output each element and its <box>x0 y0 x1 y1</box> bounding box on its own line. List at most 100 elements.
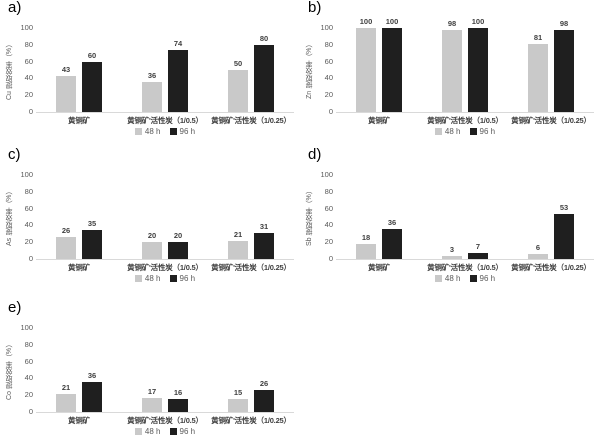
y-axis: 0 20 40 60 80 100 <box>16 324 36 416</box>
bar-value-label: 20 <box>173 231 183 241</box>
category-label: 黄铜矿 <box>68 416 90 425</box>
bar-48h: 50 <box>228 60 248 112</box>
bar-48h: 17 <box>142 387 162 412</box>
category-axis: 黄铜矿 黄铜矿'活性炭（1/0.5） 黄铜矿'活性炭（1/0.25） <box>36 415 294 426</box>
bar-96h: 36 <box>82 371 102 412</box>
legend-label: 96 h <box>479 274 496 283</box>
legend-item: 96 h <box>169 274 195 283</box>
legend-item: 48 h <box>134 274 161 283</box>
category-label: 黄铜矿 <box>368 116 390 125</box>
legend-swatch-icon <box>169 428 177 435</box>
y-axis-title: Co 提取效率（%） <box>6 340 13 400</box>
bar-value-label: 3 <box>449 245 455 255</box>
legend-swatch-icon <box>169 128 177 135</box>
bar-96h: 35 <box>82 219 102 259</box>
legend: 48 h 96 h <box>36 427 294 436</box>
bar-96h: 16 <box>168 388 188 412</box>
category-label: 黄铜矿 <box>368 263 390 272</box>
panel-letter: b) <box>308 0 322 16</box>
panel-letter: e) <box>8 299 22 316</box>
bar-96h: 53 <box>554 204 574 259</box>
bar-value-label: 74 <box>173 38 183 48</box>
plot-row: Cu 提取效率（%） 0 20 40 60 80 100 43 60 36 74 50 80 <box>4 24 294 116</box>
y-axis-tick-label: 80 <box>24 339 33 349</box>
bar-value-label: 98 <box>559 18 569 28</box>
bar-value-label: 60 <box>87 50 97 60</box>
y-axis-tick-label: 0 <box>328 254 333 263</box>
y-axis-tick-label: 80 <box>324 186 333 196</box>
bar-group: 21 36 <box>36 328 122 412</box>
bar-value-label: 36 <box>387 217 397 227</box>
y-axis-tick-label: 60 <box>324 203 333 213</box>
legend: 48 h 96 h <box>336 127 594 136</box>
bar-96h: 100 <box>468 18 488 112</box>
bar-48h: 36 <box>142 71 162 112</box>
bar-value-label: 100 <box>359 17 373 26</box>
plot-row: Sb 提取效率（%） 0 20 40 60 80 100 18 36 3 7 6 53 <box>304 171 594 263</box>
legend-label: 48 h <box>444 127 461 136</box>
bar-96h: 100 <box>382 18 402 112</box>
y-axis-tick-label: 20 <box>24 90 33 100</box>
legend-item: 96 h <box>169 127 195 136</box>
legend-swatch-icon <box>134 275 142 282</box>
bar-value-label: 98 <box>447 18 457 28</box>
bar-value-label: 21 <box>61 383 71 393</box>
legend-label: 96 h <box>479 127 496 136</box>
y-axis-tick-label: 80 <box>324 39 333 49</box>
panel-letter: d) <box>308 146 322 163</box>
bar-96h: 7 <box>468 243 488 259</box>
legend-item: 48 h <box>134 127 161 136</box>
legend: 48 h 96 h <box>336 274 594 283</box>
bar-48h: 26 <box>56 227 76 259</box>
category-axis: 黄铜矿 黄铜矿'活性炭（1/0.5） 黄铜矿'活性炭（1/0.25） <box>336 262 594 273</box>
y-axis-title: Zn 提取效率（%） <box>306 40 313 100</box>
y-axis-tick-label: 60 <box>24 56 33 66</box>
category-label: 黄铜矿'活性炭（1/0.25） <box>511 116 591 125</box>
bar-group: 36 74 <box>122 28 208 112</box>
bar-value-label: 36 <box>147 70 157 80</box>
bar-96h: 60 <box>82 51 102 112</box>
bar-group: 20 20 <box>122 175 208 259</box>
bar-value-label: 80 <box>259 33 269 43</box>
y-axis-tick-label: 80 <box>24 39 33 49</box>
legend-swatch-icon <box>134 128 142 135</box>
chart-panel: b) Zn 提取效率（%） 0 20 40 60 80 100 100 100 98 100 81 98 黄… <box>300 0 600 147</box>
y-axis-tick-label: 100 <box>20 170 33 179</box>
bar-group: 21 31 <box>208 175 294 259</box>
bar-group: 81 98 <box>508 19 594 112</box>
y-axis-tick-label: 100 <box>320 170 333 179</box>
category-label: 黄铜矿'活性炭（1/0.5） <box>427 263 503 272</box>
bar-96h: 31 <box>254 222 274 259</box>
bar-value-label: 36 <box>87 370 97 380</box>
bar-96h: 26 <box>254 380 274 412</box>
bar-value-label: 53 <box>559 203 569 213</box>
category-label: 黄铜矿'活性炭（1/0.25） <box>211 416 291 425</box>
panel-letter: a) <box>8 0 22 16</box>
category-label: 黄铜矿'活性炭（1/0.5） <box>127 416 203 425</box>
y-axis: 0 20 40 60 80 100 <box>16 171 36 263</box>
y-axis-title: As 提取效率（%） <box>6 187 13 247</box>
bar-value-label: 100 <box>471 17 485 26</box>
plot-area: 100 100 98 100 81 98 <box>336 18 594 113</box>
category-label: 黄铜矿 <box>68 263 90 272</box>
legend-swatch-icon <box>434 128 442 135</box>
category-label: 黄铜矿'活性炭（1/0.25） <box>211 116 291 125</box>
bar-value-label: 6 <box>535 242 541 252</box>
bar-96h: 74 <box>168 39 188 112</box>
bar-group: 100 100 <box>336 18 422 112</box>
plot-row: Zn 提取效率（%） 0 20 40 60 80 100 100 100 98 100 81 98 <box>304 18 594 116</box>
bar-value-label: 21 <box>233 230 243 240</box>
plot-area: 18 36 3 7 6 53 <box>336 175 594 260</box>
plot-area: 43 60 36 74 50 80 <box>36 28 294 113</box>
legend-swatch-icon <box>134 428 142 435</box>
bar-group: 26 35 <box>36 175 122 259</box>
y-axis: 0 20 40 60 80 100 <box>316 24 336 116</box>
y-axis-tick-label: 0 <box>28 254 33 263</box>
y-axis-tick-label: 40 <box>24 220 33 230</box>
y-axis-tick-label: 60 <box>24 356 33 366</box>
bar-48h: 21 <box>56 384 76 412</box>
bar-group: 18 36 <box>336 175 422 259</box>
bar-group: 17 16 <box>122 328 208 412</box>
y-axis-tick-label: 60 <box>24 203 33 213</box>
plot-area: 26 35 20 20 21 31 <box>36 175 294 260</box>
